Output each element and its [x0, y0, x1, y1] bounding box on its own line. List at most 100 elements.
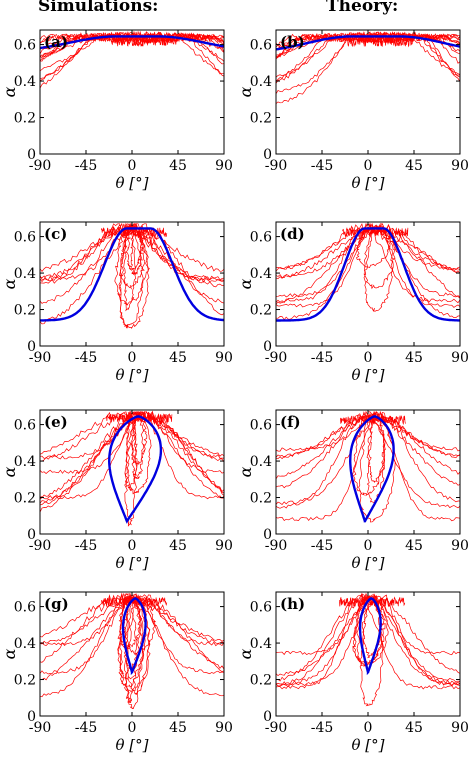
- panel-g: -90 -45 0 45 90 0 0.2 0.4 0.6 θ [°] α (g): [0, 591, 233, 754]
- y-axis-label: α: [236, 86, 255, 97]
- x-tick-label: 45: [169, 350, 187, 366]
- theory-column-title: Theory:: [326, 0, 399, 16]
- y-tick-label: 0.4: [250, 74, 272, 90]
- plot-area: [276, 222, 460, 322]
- x-tick-label: 0: [364, 350, 373, 366]
- red-trajectory-peak: [100, 227, 168, 238]
- y-tick-label: 0.2: [250, 303, 272, 319]
- y-tick-label: 0: [27, 709, 36, 725]
- x-axis-label: θ [°]: [115, 736, 148, 754]
- blue-curve: [276, 35, 460, 51]
- y-tick-label: 0.6: [250, 38, 272, 54]
- panel-label: (g): [44, 595, 69, 613]
- red-trajectory: [276, 222, 460, 280]
- y-tick-label: 0: [263, 527, 272, 543]
- blue-curve: [121, 597, 147, 676]
- y-tick-label: 0.4: [250, 636, 272, 652]
- red-trajectory: [114, 225, 149, 306]
- panel-e: -90 -45 0 45 90 0 0.2 0.4 0.6 θ [°] α (e): [0, 409, 233, 572]
- blue-curve: [107, 415, 163, 524]
- x-tick-label: 90: [215, 350, 233, 366]
- x-tick-label: 0: [364, 538, 373, 554]
- red-trajectory: [118, 225, 150, 329]
- y-tick-label: 0.4: [250, 266, 272, 282]
- x-tick-label: 45: [169, 158, 187, 174]
- x-tick-label: 0: [128, 538, 137, 554]
- red-trajectory: [40, 411, 224, 460]
- y-tick-label: 0.4: [14, 636, 36, 652]
- blue-curve: [40, 227, 224, 322]
- plot-area: [276, 592, 460, 707]
- y-tick-label: 0: [27, 147, 36, 163]
- red-trajectory: [117, 596, 147, 680]
- x-tick-label: 45: [405, 720, 423, 736]
- x-tick-label: 0: [128, 158, 137, 174]
- panel-h: -90 -45 0 45 90 0 0.2 0.4 0.6 θ [°] α (h): [236, 591, 469, 754]
- y-tick-label: 0.2: [250, 111, 272, 127]
- x-tick-label: -45: [75, 538, 98, 554]
- red-trajectory: [276, 595, 460, 685]
- x-tick-label: 90: [451, 720, 469, 736]
- x-tick-label: 45: [169, 720, 187, 736]
- y-tick-label: 0.4: [14, 266, 36, 282]
- panel-f: -90 -45 0 45 90 0 0.2 0.4 0.6 θ [°] α (f): [236, 409, 469, 572]
- x-tick-label: 90: [215, 720, 233, 736]
- x-tick-label: 45: [405, 350, 423, 366]
- y-axis-label: α: [0, 86, 19, 97]
- y-tick-label: 0.6: [14, 230, 36, 246]
- y-axis-label: α: [236, 648, 255, 659]
- panel-a: -90 -45 0 45 90 0 0.2 0.4 0.6 θ [°] α (a): [0, 29, 233, 192]
- y-tick-label: 0.2: [14, 491, 36, 507]
- y-tick-label: 0: [263, 147, 272, 163]
- y-tick-label: 0.6: [250, 600, 272, 616]
- x-axis-label: θ [°]: [115, 174, 148, 192]
- x-tick-label: -45: [311, 720, 334, 736]
- red-trajectory: [131, 411, 145, 479]
- red-trajectory-peak: [100, 596, 168, 608]
- y-tick-label: 0.4: [14, 454, 36, 470]
- red-trajectory: [123, 226, 137, 312]
- red-trajectory: [40, 222, 224, 304]
- x-tick-label: 45: [405, 538, 423, 554]
- x-tick-label: 0: [364, 720, 373, 736]
- x-axis-label: θ [°]: [115, 554, 148, 572]
- x-tick-label: -90: [265, 158, 288, 174]
- y-tick-label: 0.2: [250, 491, 272, 507]
- red-trajectory: [124, 412, 138, 527]
- panel-label: (a): [44, 33, 68, 51]
- x-tick-label: 90: [215, 158, 233, 174]
- red-trajectory: [129, 225, 144, 276]
- x-tick-label: -45: [75, 350, 98, 366]
- red-trajectory-peak: [342, 226, 409, 238]
- y-axis-label: α: [0, 648, 19, 659]
- x-tick-label: 90: [451, 158, 469, 174]
- y-tick-label: 0.6: [14, 418, 36, 434]
- x-tick-label: -90: [29, 720, 52, 736]
- x-tick-label: -90: [265, 538, 288, 554]
- y-tick-label: 0.4: [14, 74, 36, 90]
- y-tick-label: 0.2: [14, 111, 36, 127]
- y-axis-label: α: [236, 466, 255, 477]
- red-trajectory-peak: [106, 412, 173, 424]
- y-tick-label: 0.4: [250, 454, 272, 470]
- y-axis-label: α: [0, 278, 19, 289]
- plot-area: [40, 410, 224, 527]
- x-tick-label: -90: [29, 158, 52, 174]
- red-trajectory: [276, 594, 460, 677]
- panel-c: -90 -45 0 45 90 0 0.2 0.4 0.6 θ [°] α (c): [0, 221, 233, 384]
- y-tick-label: 0.6: [250, 230, 272, 246]
- red-trajectory: [276, 594, 460, 690]
- x-axis-label: θ [°]: [351, 174, 384, 192]
- panel-label: (c): [44, 225, 67, 243]
- blue-curve: [358, 597, 382, 676]
- y-tick-label: 0.6: [250, 418, 272, 434]
- red-trajectory: [276, 414, 460, 522]
- x-axis-label: θ [°]: [351, 366, 384, 384]
- red-trajectory: [363, 225, 396, 290]
- y-tick-label: 0: [263, 339, 272, 355]
- x-axis-label: θ [°]: [351, 554, 384, 572]
- y-tick-label: 0.2: [14, 673, 36, 689]
- blue-curve: [276, 227, 460, 322]
- red-trajectory: [118, 226, 144, 329]
